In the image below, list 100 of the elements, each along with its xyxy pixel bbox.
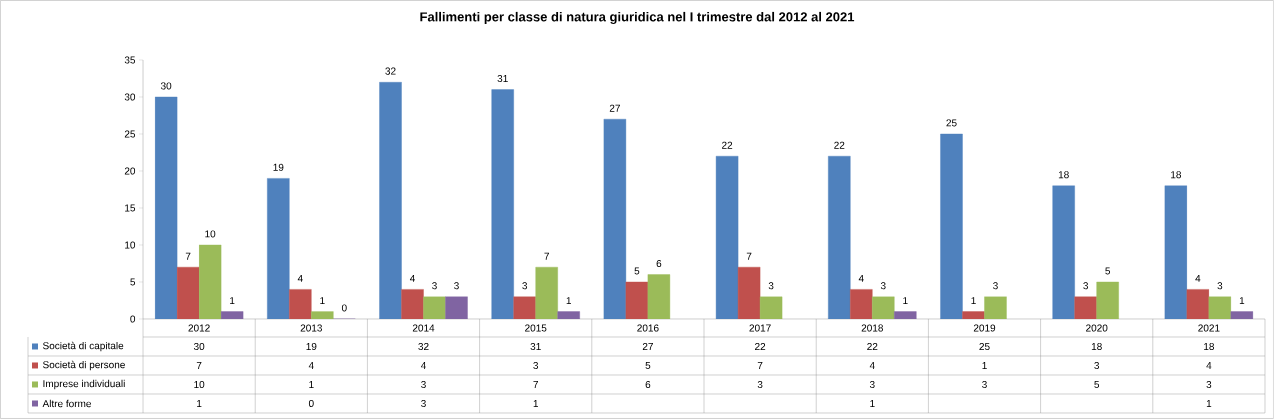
data-label: 3 xyxy=(533,361,539,370)
text: 22 xyxy=(834,141,845,149)
data-label: 32 xyxy=(418,342,429,351)
data-label: 31 xyxy=(530,342,541,351)
text: 3 xyxy=(432,282,437,290)
bar xyxy=(603,118,627,319)
data-label: 30 xyxy=(193,342,205,351)
data-label: 5 xyxy=(645,361,651,369)
text: 7 xyxy=(185,252,191,260)
x-tick-label: 2014 xyxy=(412,324,435,332)
x-tick-label: 2012 xyxy=(188,324,210,332)
bar xyxy=(557,311,580,319)
text: 3 xyxy=(768,282,774,290)
y-tick-label: 35 xyxy=(124,56,136,64)
y-tick-label: 5 xyxy=(130,278,136,286)
text: 7 xyxy=(746,252,752,260)
data-label: 3 xyxy=(421,380,426,389)
bar xyxy=(220,311,244,319)
y-tick-label: 20 xyxy=(124,167,136,175)
legend-label: Altre forme xyxy=(42,399,91,408)
data-label: 3 xyxy=(757,380,763,389)
data-label: 4 xyxy=(1206,362,1212,369)
data-label: 3 xyxy=(1206,380,1212,389)
data-label: 3 xyxy=(1094,361,1100,370)
data-label: 22 xyxy=(867,343,878,350)
text: 5 xyxy=(634,267,640,275)
y-tick-label: 15 xyxy=(125,204,136,212)
data-label: 0 xyxy=(308,399,314,408)
bar xyxy=(379,81,402,319)
bar xyxy=(445,296,468,319)
legend-label: Imprese individuali xyxy=(43,379,125,390)
data-label: 27 xyxy=(642,343,653,350)
text: 18 xyxy=(1058,171,1069,179)
bar xyxy=(1052,185,1075,319)
data-label: 4 xyxy=(420,362,426,369)
data-label: 1 xyxy=(1206,400,1212,407)
text: 1 xyxy=(566,297,571,305)
text: 25 xyxy=(946,119,957,127)
bar xyxy=(267,178,290,319)
data-label: 25 xyxy=(979,342,990,351)
bar xyxy=(491,89,514,319)
text: 27 xyxy=(609,104,620,112)
data-label: 6 xyxy=(645,380,651,389)
x-tick-label: 2020 xyxy=(1086,324,1108,332)
data-label: 1 xyxy=(309,381,314,388)
text: 7 xyxy=(544,252,549,260)
text: 1 xyxy=(320,297,325,305)
x-tick-label: 2016 xyxy=(637,324,659,332)
text: 4 xyxy=(297,274,303,282)
bar xyxy=(828,155,851,319)
text: 4 xyxy=(1195,274,1201,282)
text: 30 xyxy=(160,82,172,90)
data-label: 3 xyxy=(869,380,875,389)
x-tick-label: 2021 xyxy=(1198,324,1220,332)
y-tick-label: 10 xyxy=(125,241,136,249)
text: 1 xyxy=(971,297,976,305)
data-label: 5 xyxy=(1094,380,1100,388)
x-tick-label: 2018 xyxy=(861,324,883,332)
data-label: 3 xyxy=(982,380,987,389)
bar xyxy=(1230,311,1254,319)
text: 3 xyxy=(522,282,528,290)
y-tick-label: 25 xyxy=(124,130,136,138)
text: 6 xyxy=(656,259,662,268)
data-label: 7 xyxy=(533,381,538,388)
data-label: 22 xyxy=(755,343,766,350)
chart-title: Fallimenti per classe di natura giuridica nel I trimestre dal 2012 al 2021 xyxy=(420,11,855,25)
data-label: 1 xyxy=(870,400,875,407)
text: 4 xyxy=(409,274,415,282)
y-tick-label: 30 xyxy=(124,93,136,101)
text: 3 xyxy=(880,282,886,290)
bar xyxy=(940,133,963,319)
text: 19 xyxy=(273,163,284,171)
text: 22 xyxy=(722,141,733,149)
x-tick-label: 2015 xyxy=(525,324,547,332)
data-label: 4 xyxy=(308,362,314,369)
text: 1 xyxy=(903,297,908,305)
data-label: 19 xyxy=(306,342,317,351)
data-label: 10 xyxy=(194,380,205,389)
x-tick-label: 2019 xyxy=(973,324,996,332)
data-label: 1 xyxy=(982,362,987,369)
x-tick-label: 2017 xyxy=(749,324,771,332)
text: 1 xyxy=(230,297,235,305)
data-label: 18 xyxy=(1204,342,1215,351)
text: 3 xyxy=(993,282,998,290)
text: 3 xyxy=(1083,282,1089,290)
text: 3 xyxy=(1217,282,1223,290)
data-label: 1 xyxy=(197,400,202,407)
text: 18 xyxy=(1171,171,1182,179)
legend-label: Società di capitale xyxy=(43,341,124,352)
text: 3 xyxy=(454,282,459,290)
text: 31 xyxy=(497,74,508,83)
data-label: 18 xyxy=(1091,342,1102,351)
bar xyxy=(154,96,178,319)
data-label: 1 xyxy=(533,400,539,407)
bar xyxy=(715,155,739,319)
x-tick-label: 2013 xyxy=(300,324,322,332)
data-label: 7 xyxy=(757,362,763,369)
bar xyxy=(1164,185,1188,319)
text: 0 xyxy=(341,304,347,312)
data-label: 7 xyxy=(196,362,202,369)
